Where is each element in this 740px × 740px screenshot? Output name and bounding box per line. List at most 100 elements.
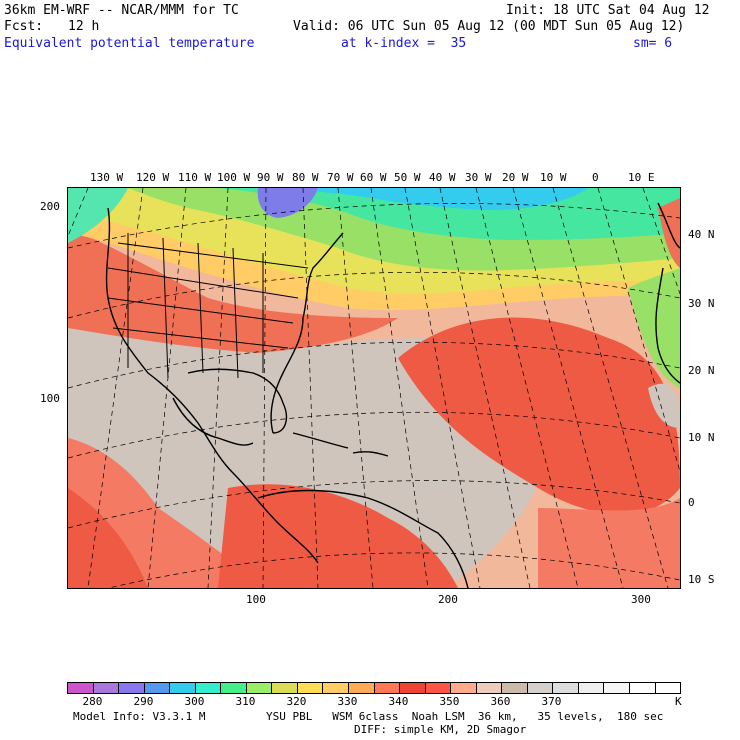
colorbar-swatch: [195, 683, 222, 693]
lon-label: 10 W: [540, 171, 567, 184]
physics-info: YSU PBL WSM 6class Noah LSM 36 km, 35 le…: [266, 710, 664, 723]
valid-time: Valid: 06 UTC Sun 05 Aug 12 (00 MDT Sun …: [293, 19, 685, 34]
coastlines: [105, 202, 680, 588]
diffusion-info: DIFF: simple KM, 2D Smagor: [354, 723, 527, 736]
colorbar-swatch: [502, 683, 528, 693]
colorbar-swatch: [170, 683, 196, 693]
colorbar-swatch: [630, 683, 656, 693]
lon-label: 80 W: [292, 171, 319, 184]
colorbar-unit: K: [675, 695, 682, 708]
colorbar-swatch: [144, 683, 171, 693]
colorbar: [67, 682, 681, 694]
grid-label-bottom: 200: [438, 593, 458, 606]
grid-label-bottom: 100: [246, 593, 266, 606]
lon-label: 100 W: [217, 171, 251, 184]
lon-label: 50 W: [394, 171, 421, 184]
lat-line-20n: [68, 341, 680, 389]
forecast-hours: 12 h: [68, 19, 100, 34]
colorbar-swatch: [400, 683, 426, 693]
colorbar-swatch: [349, 683, 375, 693]
colorbar-label: 280: [82, 695, 103, 708]
field-europe-green: [628, 268, 680, 388]
hispaniola: [352, 451, 389, 457]
model-title: 36km EM-WRF -- NCAR/MMM for TC: [4, 3, 239, 18]
lon-label: 120 W: [136, 171, 170, 184]
lon-line-60w: [370, 188, 429, 588]
field-name: Equivalent potential temperature: [4, 36, 255, 51]
border: [107, 297, 294, 324]
pacific-coast: [105, 207, 319, 564]
iberia-coast: [657, 202, 680, 249]
colorbar-swatch: [272, 683, 298, 693]
colorbar-swatch: [476, 683, 503, 693]
colorbar-swatch: [221, 683, 247, 693]
lat-label: 10 S: [688, 573, 715, 586]
state-borders: [107, 233, 309, 379]
colorbar-label: 360: [490, 695, 511, 708]
colorbar-swatch: [425, 683, 452, 693]
us-east-coast: [270, 232, 344, 434]
init-time: Init: 18 UTC Sat 04 Aug 12: [506, 3, 710, 18]
field-red-us: [68, 228, 398, 353]
lon-line-70w: [337, 188, 374, 588]
field-pacific-green: [68, 188, 128, 243]
field-salmon-se: [538, 498, 680, 588]
lon-line-50w: [404, 188, 481, 588]
lat-label: 30 N: [688, 297, 715, 310]
colorbar-label: 330: [337, 695, 358, 708]
lat-line-0: [68, 480, 680, 529]
grid-label-left: 100: [40, 392, 60, 405]
lon-label: 130 W: [90, 171, 124, 184]
mexico-coast: [172, 397, 254, 446]
colorbar-swatch: [655, 683, 681, 693]
colorbar-swatch: [297, 683, 324, 693]
lon-line-100w: [207, 188, 229, 588]
gulf-coast: [187, 368, 288, 434]
colorbar-swatch: [323, 683, 350, 693]
grid-label-bottom: 300: [631, 593, 651, 606]
colorbar-label: 310: [235, 695, 256, 708]
lon-label: 90 W: [257, 171, 284, 184]
grid-label-left: 200: [40, 200, 60, 213]
lon-label: 30 W: [465, 171, 492, 184]
lon-line-0: [597, 188, 680, 473]
colorbar-label: 340: [388, 695, 409, 708]
field-grey-right: [648, 383, 680, 428]
lat-line-10n: [68, 411, 680, 459]
lon-label: 20 W: [502, 171, 529, 184]
border: [197, 242, 204, 374]
colorbar-label: 320: [286, 695, 307, 708]
lon-line-80w: [302, 188, 319, 588]
model-info: Model Info: V3.3.1 M: [73, 710, 206, 723]
south-america-coast: [257, 489, 469, 588]
colorbar-swatch: [93, 683, 120, 693]
colorbar-swatch: [68, 683, 94, 693]
africa-coast: [655, 267, 680, 384]
lat-label: 0: [688, 496, 695, 509]
border: [117, 242, 309, 269]
lon-label: 0: [592, 171, 599, 184]
graticule: [68, 188, 680, 588]
colorbar-label: 290: [133, 695, 154, 708]
lon-label: 40 W: [429, 171, 456, 184]
smoothing-info: sm= 6: [633, 36, 673, 51]
lon-line-90w: [262, 188, 267, 588]
lon-line-120w: [87, 188, 144, 588]
lat-line-30n: [68, 271, 680, 319]
colorbar-swatch: [578, 683, 605, 693]
lon-line-130w: [68, 188, 89, 237]
colorbar-swatch: [527, 683, 554, 693]
theta-e-field-plot: [68, 188, 680, 588]
cuba: [292, 432, 349, 449]
border: [107, 267, 299, 299]
field-blue-spot: [257, 188, 318, 218]
field-red-atlantic: [398, 317, 680, 515]
border: [112, 327, 289, 349]
forecast-label: Fcst:: [4, 19, 44, 34]
lon-label: 70 W: [327, 171, 354, 184]
lon-label: 110 W: [178, 171, 212, 184]
colorbar-swatch: [374, 683, 401, 693]
lat-line-40n: [68, 203, 680, 249]
colorbar-label: 300: [184, 695, 205, 708]
colorbar-swatch: [246, 683, 273, 693]
